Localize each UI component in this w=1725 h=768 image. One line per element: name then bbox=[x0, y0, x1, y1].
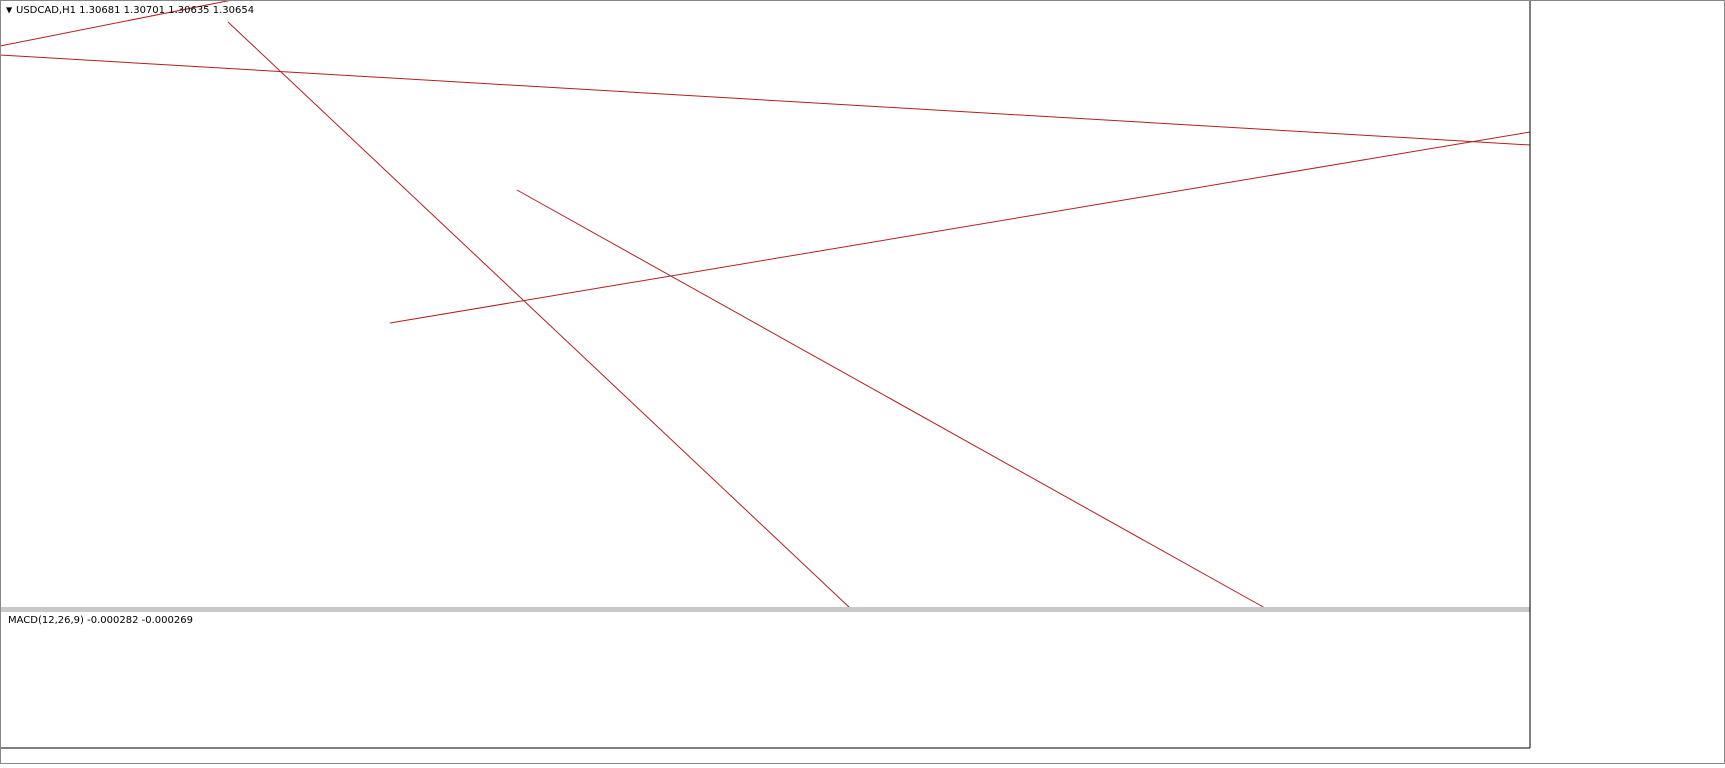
trendline bbox=[516, 189, 1266, 609]
chart-title: USDCAD,H1 1.30681 1.30701 1.30635 1.3065… bbox=[16, 5, 254, 16]
panel-separator bbox=[0, 607, 1530, 612]
trendline bbox=[389, 131, 1531, 324]
trendline bbox=[0, 54, 1531, 146]
price-axis bbox=[1530, 0, 1725, 764]
triangle-icon: ▼ bbox=[6, 6, 13, 15]
trendline bbox=[227, 21, 851, 609]
trendline bbox=[0, 0, 233, 47]
trendlines bbox=[0, 0, 1531, 609]
macd-label: MACD(12,26,9) -0.000282 -0.000269 bbox=[8, 615, 193, 626]
